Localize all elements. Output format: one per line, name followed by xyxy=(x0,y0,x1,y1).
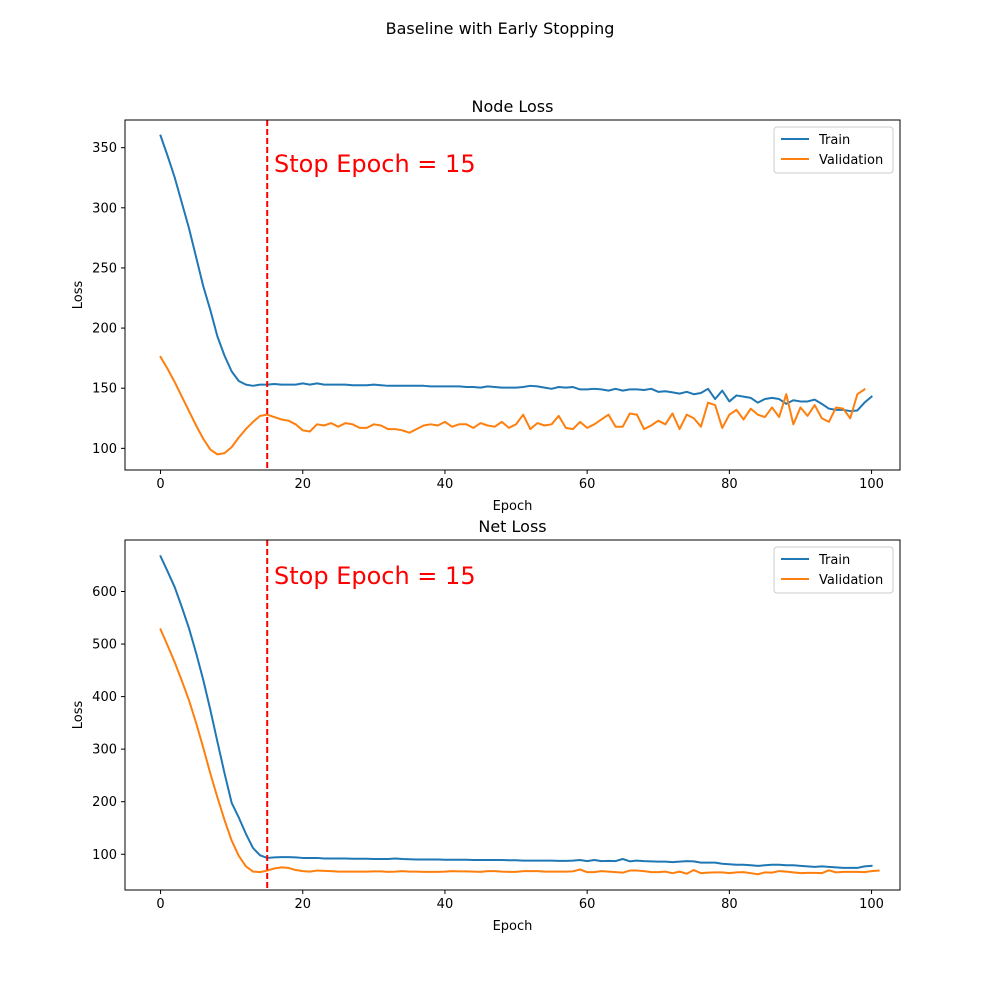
net-loss-title: Net Loss xyxy=(478,517,546,536)
x-tick-label: 40 xyxy=(437,477,454,492)
net-loss-y-ticks: 100 200 300 400 500 600 xyxy=(92,585,125,863)
x-tick-label: 60 xyxy=(579,477,596,492)
y-tick-label: 300 xyxy=(92,743,117,758)
node-loss-legend-train-label: Train xyxy=(818,133,850,148)
node-loss-axes-frame xyxy=(124,119,901,471)
figure-suptitle: Baseline with Early Stopping xyxy=(386,19,615,38)
net-loss-axes-frame xyxy=(124,539,901,891)
net-loss-stop-annotation: Stop Epoch = 15 xyxy=(274,562,476,590)
net-loss-train-line xyxy=(159,554,873,869)
node-loss-chart: Node Loss 0 20 40 60 80 100 100 150 200 250 300 35… xyxy=(71,97,901,514)
x-tick-label: 60 xyxy=(579,897,596,912)
net-loss-legend: Train Validation xyxy=(773,546,894,594)
x-tick-label: 80 xyxy=(721,477,738,492)
y-tick-label: 150 xyxy=(92,382,117,397)
node-loss-plot-area xyxy=(159,120,873,470)
y-tick-label: 500 xyxy=(92,638,117,653)
y-tick-label: 300 xyxy=(92,201,117,216)
node-loss-x-axis-label: Epoch xyxy=(493,499,533,514)
y-tick-label: 400 xyxy=(92,690,117,705)
y-tick-label: 100 xyxy=(92,442,117,457)
node-loss-validation-line xyxy=(159,355,866,456)
y-tick-label: 250 xyxy=(92,261,117,276)
y-tick-label: 200 xyxy=(92,795,117,810)
x-tick-label: 100 xyxy=(859,897,884,912)
net-loss-validation-line xyxy=(159,628,880,876)
y-tick-label: 600 xyxy=(92,585,117,600)
y-tick-label: 200 xyxy=(92,322,117,337)
y-tick-label: 100 xyxy=(92,848,117,863)
node-loss-y-axis-label: Loss xyxy=(71,281,86,310)
node-loss-legend-validation-label: Validation xyxy=(819,153,883,168)
node-loss-x-ticks: 0 20 40 60 80 100 xyxy=(156,470,884,492)
x-tick-label: 0 xyxy=(156,897,164,912)
node-loss-stop-annotation: Stop Epoch = 15 xyxy=(274,150,476,178)
x-tick-label: 20 xyxy=(294,897,311,912)
x-tick-label: 0 xyxy=(156,477,164,492)
net-loss-legend-validation-label: Validation xyxy=(819,573,883,588)
x-tick-label: 40 xyxy=(437,897,454,912)
x-tick-label: 100 xyxy=(859,477,884,492)
net-loss-legend-train-label: Train xyxy=(818,553,850,568)
node-loss-title: Node Loss xyxy=(472,97,554,116)
net-loss-plot-area xyxy=(159,540,880,890)
net-loss-y-axis-label: Loss xyxy=(71,701,86,730)
net-loss-chart: Net Loss 0 20 40 60 80 100 100 200 300 400 500 600… xyxy=(71,517,901,934)
net-loss-x-axis-label: Epoch xyxy=(493,919,533,934)
x-tick-label: 80 xyxy=(721,897,738,912)
x-tick-label: 20 xyxy=(294,477,311,492)
net-loss-x-ticks: 0 20 40 60 80 100 xyxy=(156,890,884,912)
y-tick-label: 350 xyxy=(92,141,117,156)
node-loss-y-ticks: 100 150 200 250 300 350 xyxy=(92,141,125,457)
node-loss-train-line xyxy=(159,134,873,413)
node-loss-legend: Train Validation xyxy=(773,126,894,174)
